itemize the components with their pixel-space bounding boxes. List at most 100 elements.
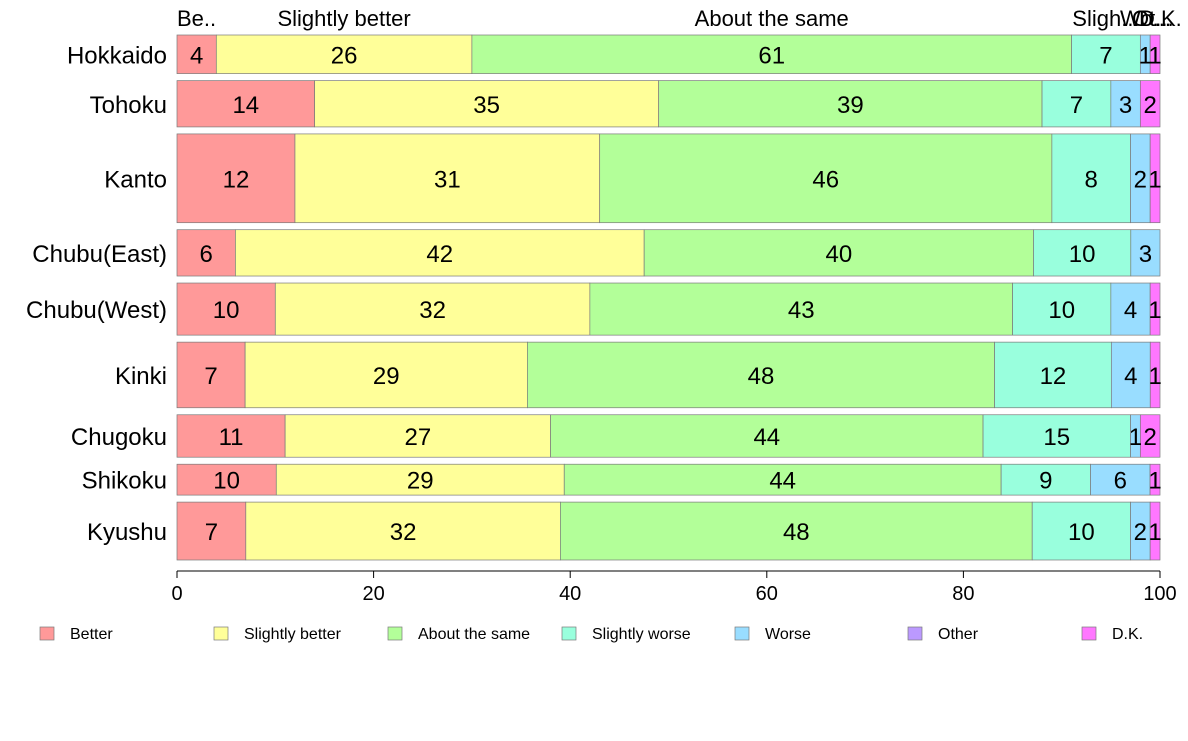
data-label: 1	[1148, 42, 1161, 69]
data-label: 61	[758, 42, 785, 69]
category-label: Shikoku	[82, 468, 167, 495]
data-label: 1	[1148, 297, 1161, 324]
bar-segment	[658, 80, 1043, 128]
bar-segment	[176, 34, 217, 74]
x-tick-label: 40	[559, 583, 581, 605]
legend-label: Better	[70, 626, 113, 643]
legend-label: About the same	[418, 626, 530, 643]
data-label: 2	[1134, 519, 1147, 546]
x-tick-label: 0	[171, 583, 182, 605]
data-label: 14	[232, 92, 259, 119]
data-label: 9	[1039, 468, 1052, 495]
bar-segment	[176, 341, 246, 409]
data-label: 12	[1040, 363, 1067, 390]
column-header-label: Be..	[177, 6, 216, 31]
bar-segment	[1149, 34, 1161, 74]
data-label: 1	[1129, 424, 1142, 451]
bar-segment	[1012, 282, 1112, 336]
data-label: 10	[213, 297, 240, 324]
bar-segment	[1051, 133, 1131, 224]
bar-segment	[1139, 80, 1161, 128]
bar-segment	[1149, 282, 1161, 336]
data-label: 48	[748, 363, 775, 390]
legend-swatch	[734, 626, 750, 641]
x-tick-label: 60	[756, 583, 778, 605]
data-label: 1	[1148, 519, 1161, 546]
category-label: Kanto	[104, 166, 167, 193]
top-labels-layer: Be.. Slightly better About the same Sligh..…	[177, 6, 1182, 31]
data-label: 31	[434, 166, 461, 193]
bar-segment	[527, 341, 995, 409]
data-label: 1	[1148, 166, 1161, 193]
bar-segment	[176, 282, 276, 336]
legend-swatch	[907, 626, 923, 641]
bar-segment	[599, 133, 1053, 224]
data-label: 7	[1070, 92, 1083, 119]
bars-layer	[176, 34, 1161, 561]
data-label: 3	[1119, 92, 1132, 119]
data-label: 7	[1099, 42, 1112, 69]
bar-segment	[1090, 463, 1151, 496]
data-label: 2	[1143, 92, 1156, 119]
bar-segment	[235, 229, 645, 277]
category-label: Tohoku	[90, 92, 167, 119]
category-label: Chubu(West)	[26, 297, 167, 324]
data-label: 44	[769, 468, 796, 495]
bar-segment	[274, 282, 591, 336]
category-label: Chubu(East)	[32, 241, 167, 268]
bar-segment	[215, 34, 473, 74]
bar-segment	[1149, 501, 1161, 561]
data-label: 4	[1124, 363, 1137, 390]
category-label: Hokkaido	[67, 42, 167, 69]
x-axis: 0 20 40 60 80 100	[171, 570, 1177, 605]
bar-segment	[563, 463, 1002, 496]
bar-segment	[1139, 414, 1161, 458]
data-label: 27	[404, 424, 431, 451]
category-label: Kinki	[115, 363, 167, 390]
data-label: 29	[373, 363, 400, 390]
bar-segment	[1033, 229, 1132, 277]
bar-segment	[643, 229, 1034, 277]
data-label: 7	[205, 519, 218, 546]
legend-label: Slightly worse	[592, 626, 691, 643]
data-label: 10	[1068, 519, 1095, 546]
bar-segment	[176, 80, 315, 128]
legend-label: Slightly better	[244, 626, 342, 643]
data-label: 4	[1124, 297, 1137, 324]
data-label: 48	[783, 519, 810, 546]
x-tick-label: 100	[1143, 583, 1176, 605]
bar-segment	[244, 341, 528, 409]
category-labels-layer: Hokkaido Tohoku Kanto Chubu(East) Chubu(West…	[26, 42, 167, 546]
data-label: 15	[1043, 424, 1070, 451]
bar-segment	[294, 133, 601, 224]
data-label: 1	[1148, 363, 1161, 390]
bar-segment	[1110, 80, 1141, 128]
category-label: Chugoku	[71, 424, 167, 451]
column-header-label: D.K.	[1139, 6, 1182, 31]
data-label: 10	[1048, 297, 1075, 324]
bar-segment	[1041, 80, 1112, 128]
column-header-label: Slightly better	[277, 6, 410, 31]
bar-segment	[1130, 229, 1161, 277]
data-label: 46	[812, 166, 839, 193]
bar-segment	[982, 414, 1131, 458]
data-label: 26	[331, 42, 358, 69]
data-label: 35	[473, 92, 500, 119]
column-header-label: About the same	[695, 6, 849, 31]
data-label: 2	[1134, 166, 1147, 193]
legend-swatch	[39, 626, 55, 641]
data-label: 10	[213, 468, 240, 495]
data-label: 11	[219, 424, 244, 451]
bar-segment	[176, 501, 247, 561]
legend-label: Worse	[765, 626, 811, 643]
data-label: 40	[825, 241, 852, 268]
bar-segment	[245, 501, 561, 561]
data-label: 8	[1085, 166, 1098, 193]
bar-segment	[1110, 282, 1151, 336]
legend-label: D.K.	[1112, 626, 1143, 643]
bar-segment	[560, 501, 1033, 561]
bar-segment	[471, 34, 1072, 74]
data-label: 7	[204, 363, 217, 390]
